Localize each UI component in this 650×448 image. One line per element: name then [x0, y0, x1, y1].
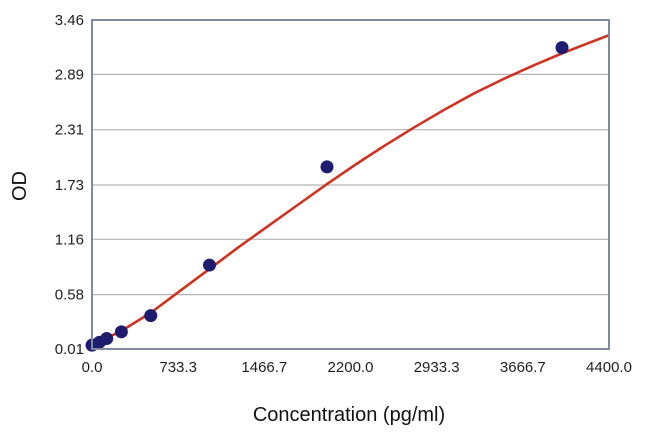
x-tick-label-2: 1466.7: [241, 359, 287, 376]
data-point-6: [320, 160, 334, 174]
point-layer: [85, 41, 569, 352]
x-tick-label-1: 733.3: [159, 359, 197, 376]
axis-layer: 0.01 0.58 1.16 1.73 2.31 2.89 3.46 0.0 733.3 1466…: [55, 12, 632, 376]
y-tick-label-3: 1.73: [55, 177, 84, 194]
x-tick-label-4: 2933.3: [414, 359, 460, 376]
data-point-2: [100, 332, 114, 346]
y-axis-title: OD: [9, 171, 31, 201]
y-tick-label-1: 0.58: [55, 287, 84, 304]
x-tick-label-3: 2200.0: [328, 359, 374, 376]
fit-curve: [90, 33, 611, 347]
y-tick-label-0: 0.01: [55, 341, 84, 358]
y-tick-label-6: 3.46: [55, 12, 84, 29]
y-tick-label-5: 2.89: [55, 66, 84, 83]
curve-layer: [90, 33, 611, 347]
x-tick-label-5: 3666.7: [500, 359, 546, 376]
y-tick-label-2: 1.16: [55, 231, 84, 248]
data-point-3: [114, 325, 128, 339]
x-tick-label-0: 0.0: [82, 359, 103, 376]
y-tick-label-4: 2.31: [55, 122, 84, 139]
x-tick-label-6: 4400.0: [586, 359, 632, 376]
data-point-7: [555, 41, 569, 55]
data-point-4: [144, 309, 158, 323]
plot-border: [91, 19, 610, 350]
data-point-5: [203, 258, 216, 272]
x-axis-title: Concentration (pg/ml): [253, 404, 445, 426]
